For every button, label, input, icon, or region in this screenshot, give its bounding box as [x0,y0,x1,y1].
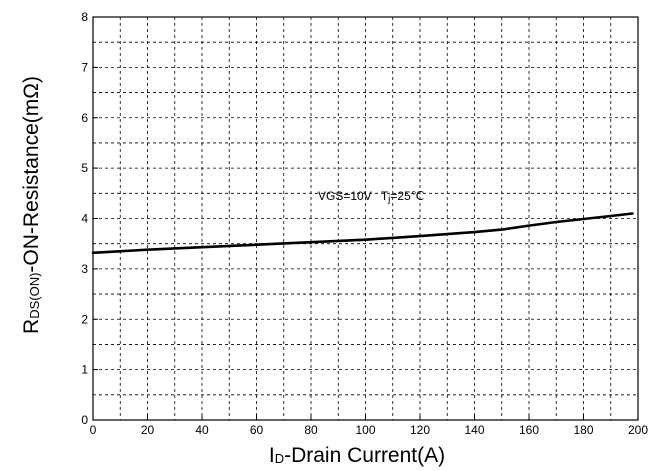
tick-marks [92,16,639,421]
y-axis-title-sub: DS(ON) [27,273,42,319]
y-tick-label: 7 [81,60,88,74]
annotation-tj-value: =25℃ [390,189,424,203]
condition-annotation: VGS=10V Tj=25℃ [318,189,424,205]
x-axis-title-rest: -Drain Current(A) [284,444,445,467]
x-tick-label: 40 [195,423,209,437]
y-axis-title-rest: -ON-Resistance(mΩ) [20,76,43,273]
y-tick-label: 8 [81,10,88,24]
x-tick-label: 100 [355,423,375,437]
grid-lines [93,17,638,420]
x-tick-label: 140 [464,423,484,437]
y-axis-title-main: R [20,319,43,334]
y-tick-label: 6 [81,111,88,125]
x-tick-label: 160 [519,423,539,437]
y-axis-title: RDS(ON)-ON-Resistance(mΩ) [20,76,43,334]
y-tick-label: 2 [81,312,88,326]
y-tick-label: 4 [81,212,88,226]
x-tick-label: 120 [410,423,430,437]
x-axis-title: ID-Drain Current(A) [269,444,445,467]
x-axis-title-main: I [269,444,275,467]
y-tick-label: 1 [81,363,88,377]
x-tick-label: 80 [304,423,318,437]
x-tick-labels: 0 20 40 60 80 100 120 140 160 180 200 [90,423,649,437]
series-line-rdson [91,212,634,255]
y-tick-label: 3 [81,262,88,276]
y-tick-label: 5 [81,161,88,175]
x-tick-label: 60 [250,423,264,437]
x-tick-label: 200 [628,423,648,437]
y-tick-label: 0 [81,413,88,427]
x-axis-title-sub: D [275,451,284,466]
x-tick-label: 20 [141,423,155,437]
x-tick-label: 0 [90,423,97,437]
annotation-tj-sub: j [387,194,390,205]
x-tick-label: 180 [573,423,593,437]
y-tick-labels: 0 1 2 3 4 5 6 7 8 [81,10,88,427]
annotation-tj-prefix: T [381,189,389,203]
annotation-vgs: VGS=10V [318,189,372,203]
